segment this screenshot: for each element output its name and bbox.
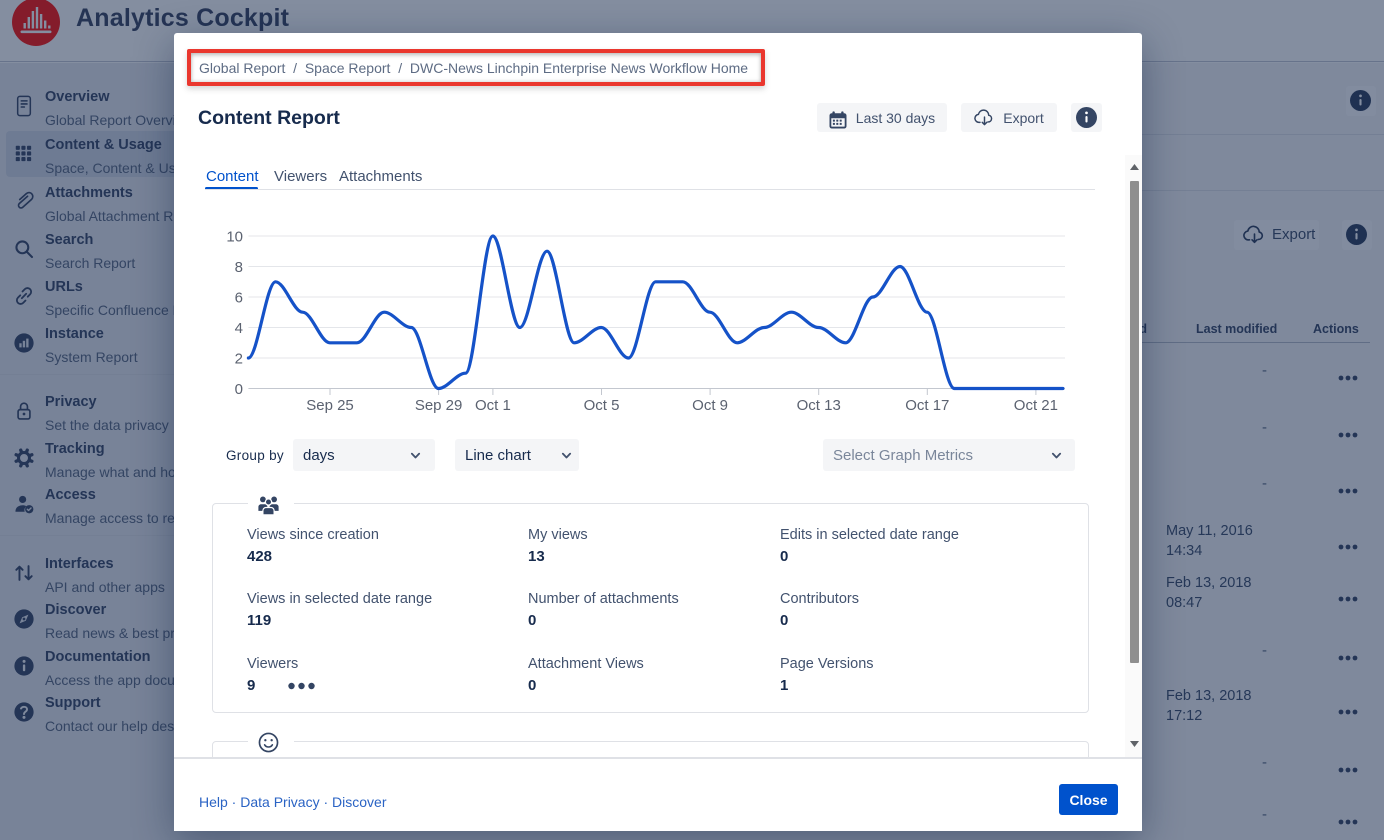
svg-text:6: 6 (235, 290, 243, 307)
svg-text:Oct 5: Oct 5 (584, 397, 620, 414)
svg-text:Oct 1: Oct 1 (475, 397, 511, 414)
svg-text:Oct 9: Oct 9 (692, 397, 728, 414)
svg-text:10: 10 (226, 229, 243, 246)
svg-text:Oct 17: Oct 17 (905, 397, 949, 414)
svg-text:0: 0 (235, 381, 243, 398)
svg-text:8: 8 (235, 259, 243, 276)
svg-text:Oct 13: Oct 13 (797, 397, 841, 414)
svg-text:Sep 29: Sep 29 (415, 397, 463, 414)
svg-text:Sep 25: Sep 25 (306, 397, 354, 414)
svg-text:Oct 21: Oct 21 (1014, 397, 1058, 414)
svg-text:2: 2 (235, 351, 243, 368)
svg-text:4: 4 (235, 320, 243, 337)
